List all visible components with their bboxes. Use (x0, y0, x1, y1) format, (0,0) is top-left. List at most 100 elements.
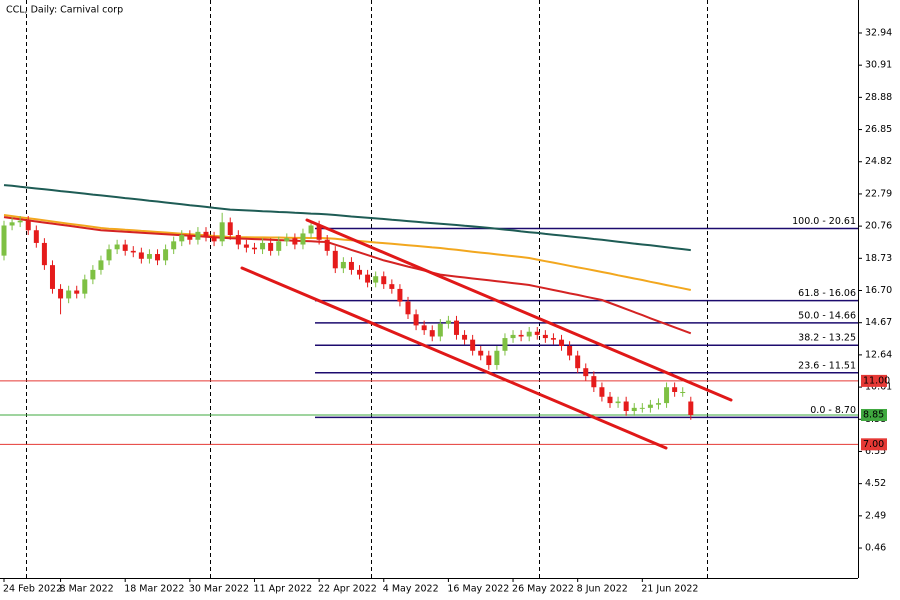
y-tick-label: 26.85 (865, 124, 892, 135)
candle-body (542, 334, 548, 339)
y-tick-label: 0.46 (865, 543, 886, 554)
price-tag (861, 374, 887, 387)
candle-body (260, 242, 266, 250)
levels: 100.0 - 20.61 61.8 - 16.06 50.0 - 14.66 38.… (0, 216, 858, 445)
y-tick-label: 16.70 (865, 285, 892, 296)
candle-body (316, 225, 322, 240)
candle-body (647, 404, 653, 408)
candle-body (575, 355, 581, 369)
x-tick-label: 8 Mar 2022 (60, 584, 114, 595)
y-tick-label: 4.52 (865, 478, 886, 489)
candle-body (114, 244, 120, 250)
candle-body (413, 314, 419, 326)
candle-body (187, 235, 193, 240)
fib-label: 100.0 - 20.61 (792, 216, 856, 227)
candle-body (122, 244, 128, 251)
candle-body (397, 288, 403, 302)
candle-body (179, 235, 185, 242)
fib-label: 50.0 - 14.66 (798, 310, 856, 321)
fib-label: 38.2 - 13.25 (798, 333, 856, 344)
candle-body (49, 265, 55, 289)
candle-body (348, 261, 354, 270)
candle-body (130, 250, 136, 253)
candle-body (98, 260, 104, 270)
y-tick-label: 28.88 (865, 92, 892, 103)
candle-body (146, 254, 152, 259)
candle-body (300, 233, 306, 245)
candle-body (163, 249, 169, 261)
candle-body (171, 241, 177, 250)
candle-body (219, 222, 225, 242)
candle-body (631, 407, 637, 412)
candle-body (583, 368, 589, 377)
candle-body (195, 231, 201, 240)
y-tick-label: 30.91 (865, 60, 892, 71)
candle-body (268, 242, 274, 251)
candle-body (470, 339, 476, 351)
y-tick-label: 2.49 (865, 510, 886, 521)
candle-body (9, 222, 15, 226)
price-tag-label: 8.85 (863, 409, 884, 420)
candle-body (365, 274, 371, 283)
x-tick-label: 8 Jun 2022 (577, 584, 628, 595)
indicators (3, 184, 692, 335)
x-tick-label: 18 Mar 2022 (124, 584, 184, 595)
candle-body (308, 225, 314, 234)
candle-body (251, 247, 257, 250)
candle-body (421, 325, 427, 331)
candle-body (211, 236, 217, 242)
candle-body (405, 301, 411, 315)
candle-body (357, 269, 363, 275)
moving-average (3, 214, 692, 291)
candle-body (17, 220, 23, 223)
candle-body (284, 238, 290, 242)
chart-title: CCL, Daily: Carnival corp (6, 5, 123, 16)
trendline (305, 218, 733, 402)
candle-body (607, 396, 613, 404)
y-tick-label: 14.67 (865, 317, 892, 328)
candle-body (486, 355, 492, 366)
moving-average (3, 184, 691, 252)
candle-body (453, 320, 459, 335)
candle-body (526, 331, 532, 337)
y-tick-label: 18.73 (865, 253, 892, 264)
y-tick-label: 32.94 (865, 27, 892, 38)
candle-body (639, 407, 645, 409)
candle-body (106, 249, 112, 261)
candle-body (534, 331, 540, 335)
y-tick-label: 24.82 (865, 156, 892, 167)
candle-body (591, 376, 597, 388)
candle-body (567, 346, 573, 356)
candle-body (478, 350, 484, 356)
candle-body (243, 244, 249, 248)
trendline (240, 266, 668, 450)
candle-body (155, 254, 161, 261)
candle-body (429, 330, 435, 337)
candle-body (324, 239, 330, 251)
x-tick-label: 24 Feb 2022 (3, 584, 62, 595)
candle-body (494, 350, 500, 366)
channel (240, 218, 733, 450)
candle-body (66, 290, 72, 299)
candle-body (680, 391, 686, 393)
fib-label: 0.0 - 8.70 (810, 405, 856, 416)
candle-body (550, 338, 556, 340)
candles (1, 212, 694, 420)
price-tag-label: 7.00 (863, 439, 884, 450)
x-tick-label: 26 May 2022 (512, 584, 574, 595)
candle-body (33, 230, 39, 243)
candle-body (445, 320, 451, 324)
fib-label: 61.8 - 16.06 (798, 288, 856, 299)
y-tick-label: 10.61 (865, 382, 892, 393)
price-tag-label: 11.00 (863, 375, 890, 386)
candle-body (292, 238, 298, 245)
candle-body (41, 242, 47, 266)
candle-body (332, 250, 338, 269)
fib-label: 23.6 - 11.51 (798, 360, 856, 371)
price-tag (861, 408, 887, 421)
x-tick-label: 4 May 2022 (383, 584, 439, 595)
candle-body (276, 241, 282, 251)
candle-body (389, 284, 395, 289)
candle-body (1, 225, 7, 256)
